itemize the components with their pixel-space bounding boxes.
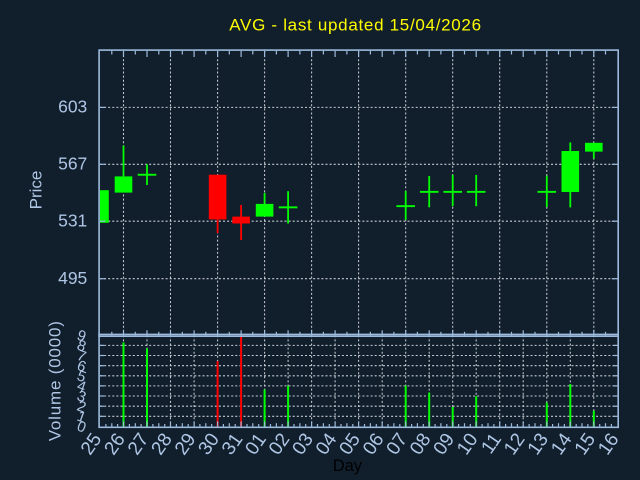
svg-text:531: 531 [58,210,87,230]
svg-text:495: 495 [58,268,87,288]
svg-text:Volume (0000): Volume (0000) [46,320,65,441]
svg-text:567: 567 [58,154,87,174]
svg-text:AVG - last updated 15/04/2026: AVG - last updated 15/04/2026 [229,16,481,35]
svg-text:Day: Day [333,457,363,475]
svg-text:Price: Price [27,171,46,210]
svg-text:603: 603 [58,97,87,117]
